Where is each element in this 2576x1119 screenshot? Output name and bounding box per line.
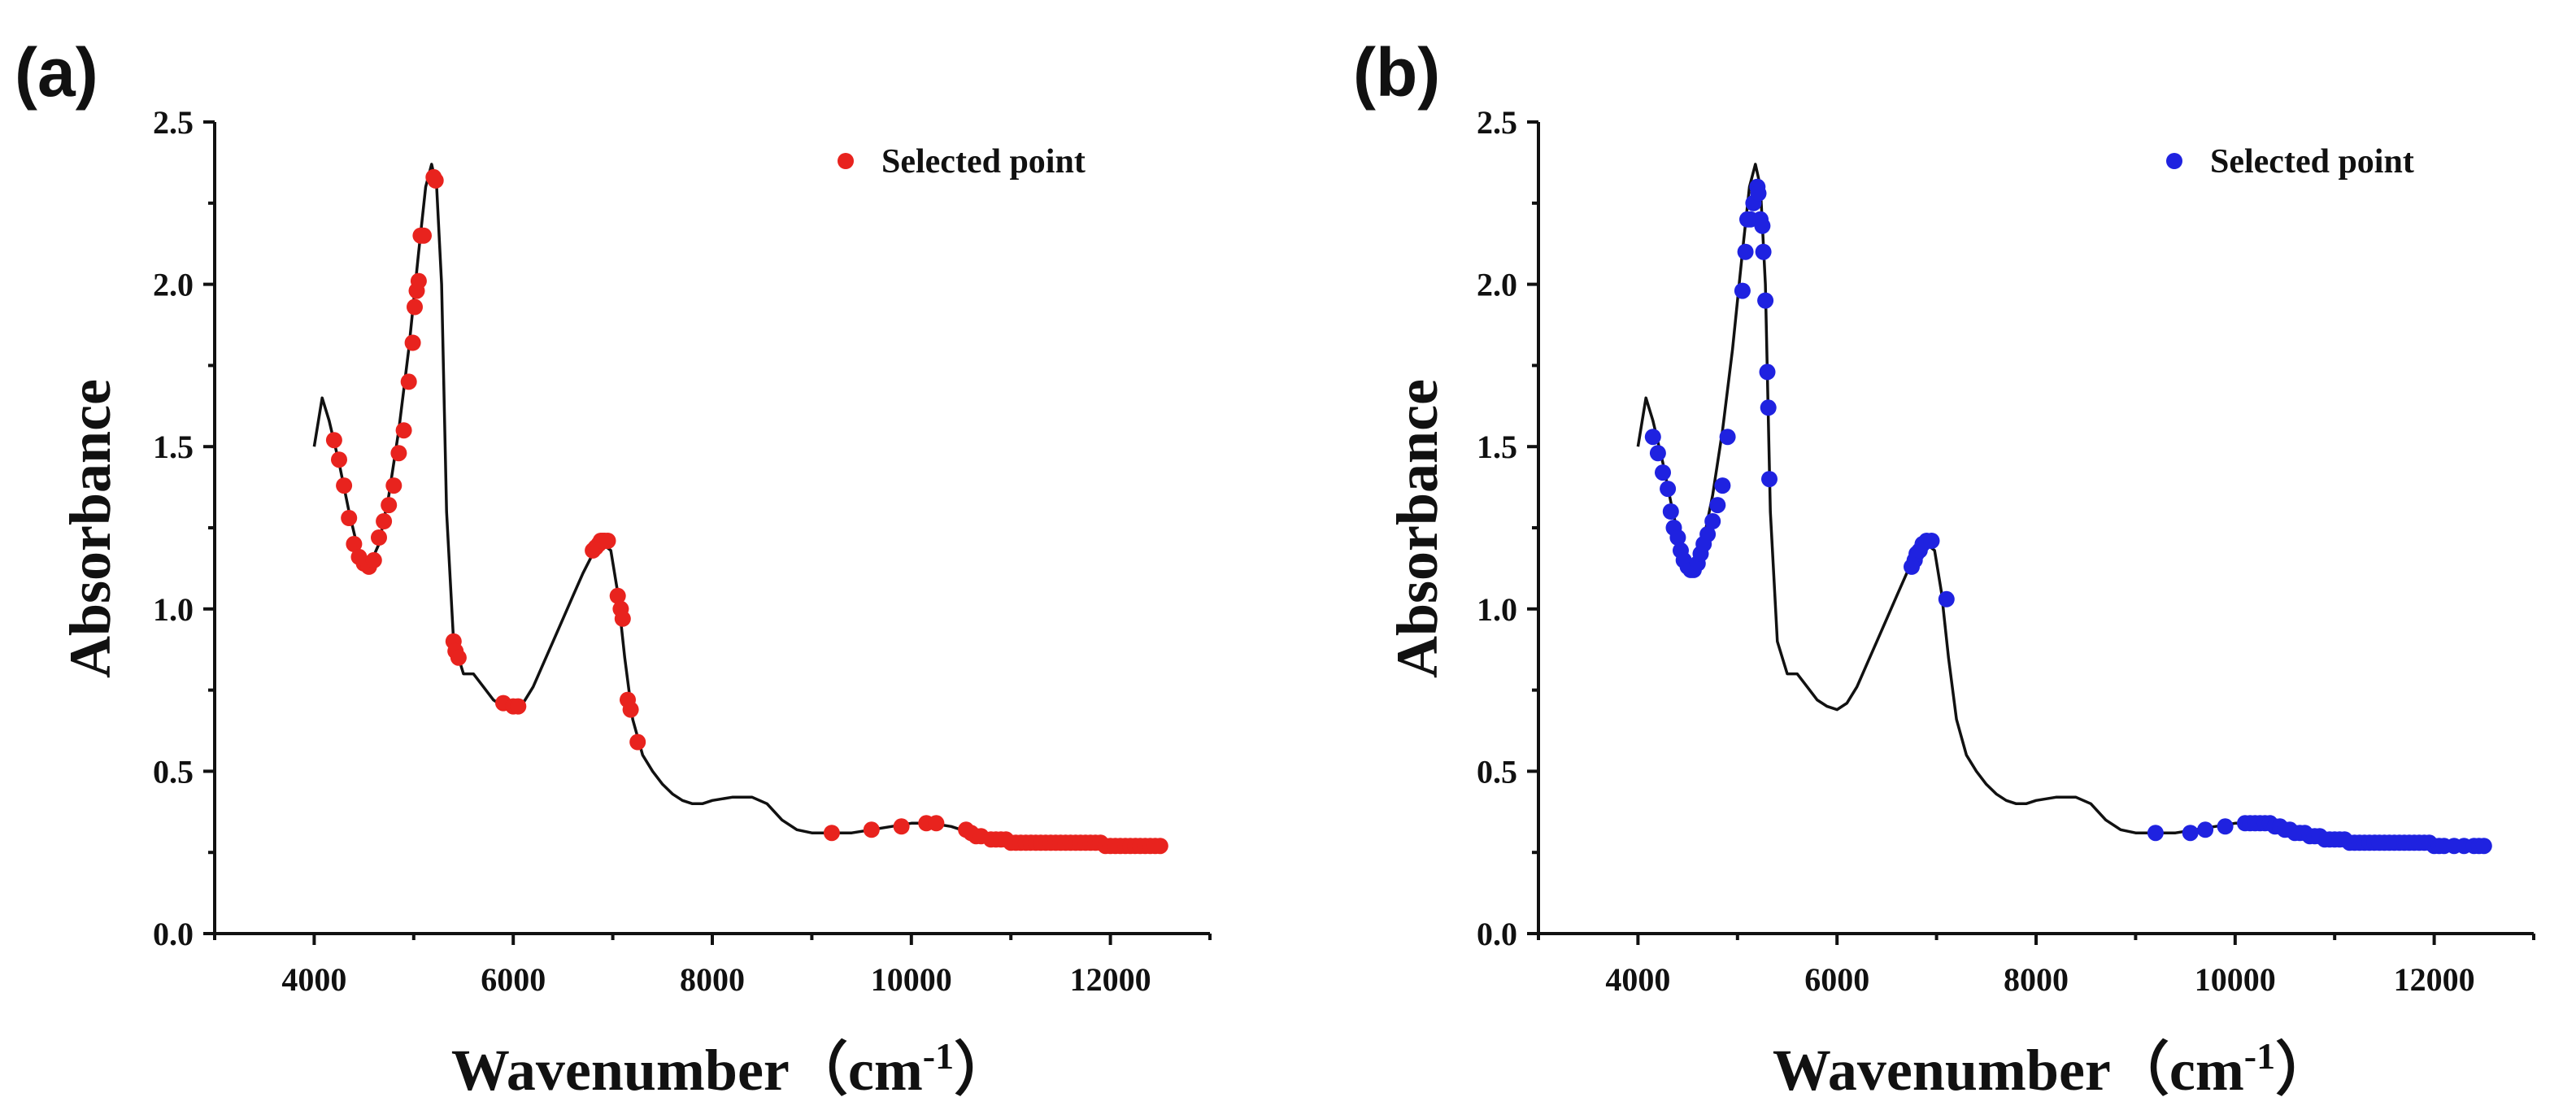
selected-point [1709,497,1726,514]
selected-point [385,477,402,494]
selected-point [599,533,616,549]
selected-point [863,821,880,838]
selected-point [510,698,527,715]
selected-point [331,451,347,468]
selected-point [1699,526,1717,542]
y-tick-label: 2.5 [1477,104,1517,141]
selected-point [629,734,646,751]
x-tick-label: 6000 [1804,961,1869,998]
selected-point [407,298,423,316]
selected-point [400,373,417,390]
y-tick-label: 0.0 [153,916,194,952]
x-axis-title: Wavenumber（cm-1） [1773,1035,2334,1103]
selected-point [1151,838,1168,855]
y-axis-title: Absorbance [58,379,123,678]
selected-point [1719,429,1736,446]
selected-point [404,334,421,351]
selected-point [609,587,626,604]
x-tick-label: 4000 [1605,961,1670,998]
x-tick-label: 6000 [481,961,546,998]
y-tick-label: 0.0 [1477,916,1517,952]
selected-point [2217,818,2234,835]
selected-point [1750,185,1767,202]
legend-label: Selected point [881,143,1086,181]
y-tick-label: 2.0 [153,267,194,303]
legend-label: Selected point [2210,143,2414,181]
selected-point [427,172,444,189]
selected-point [1757,292,1774,309]
selected-point [1644,429,1661,446]
x-tick-label: 8000 [680,961,745,998]
selected-point [1754,217,1771,234]
absorbance-curve [312,163,1160,847]
selected-point [395,422,412,439]
selected-point [381,497,398,514]
selected-point [1760,399,1777,416]
selected-point [2182,825,2199,842]
selected-point [1759,364,1776,381]
x-axis-title: Wavenumber（cm-1） [451,1035,1012,1103]
selected-point [614,610,631,627]
y-axis-title: Absorbance [1385,379,1450,678]
selected-point [823,825,840,842]
selected-point [325,432,342,449]
selected-point [1938,590,1955,607]
panel-label: (b) [1353,34,1440,111]
x-tick-label: 4000 [281,961,346,998]
y-tick-label: 1.0 [1477,591,1517,628]
selected-point [622,701,639,718]
selected-point [365,551,382,568]
selected-point [1761,471,1778,488]
y-tick-label: 2.5 [153,104,194,141]
panel-b: (b) 0.0 0.5 1.0 1.5 2.0 2.5 4000 6000 8000 10000 12… [1353,34,2535,1103]
selected-point [928,815,945,832]
selected-point [1660,481,1677,498]
selected-point [341,510,358,526]
panel-label: (a) [15,34,98,111]
selected-point [1714,477,1731,494]
selected-point [450,649,467,666]
selected-point [893,818,910,835]
y-tick-label: 0.5 [1477,753,1517,790]
selected-point [346,536,363,552]
x-tick-label: 10000 [2195,961,2276,998]
selected-point [376,513,393,529]
selected-point [2147,825,2164,842]
selected-point [410,272,427,290]
legend-marker [2166,153,2182,169]
panel-a: (a) 0.0 0.5 1.0 1.5 2.0 2.5 4000 6000 8000 10000 12… [15,34,1212,1103]
legend-marker [838,153,854,169]
selected-point [1737,243,1754,260]
x-tick-label: 12000 [1070,961,1151,998]
selected-point [371,529,387,546]
selected-point [336,477,353,494]
selected-point [1734,282,1751,299]
selected-point [2475,838,2492,855]
y-tick-label: 2.0 [1477,267,1517,303]
selected-point [1669,529,1686,546]
selected-point [1662,503,1679,520]
selected-point [416,227,432,244]
selected-point [1755,243,1772,260]
selected-point [1655,464,1671,481]
absorbance-curve [1636,163,2484,847]
selected-point [1649,445,1666,462]
x-tick-label: 8000 [2004,961,2069,998]
y-tick-label: 0.5 [153,753,194,790]
y-tick-label: 1.5 [1477,429,1517,465]
selected-point [390,445,407,462]
x-tick-label: 12000 [2394,961,2475,998]
y-tick-label: 1.5 [153,429,194,465]
x-tick-label: 10000 [871,961,952,998]
y-tick-label: 1.0 [153,591,194,628]
selected-point [1704,513,1721,529]
selected-point [1923,533,1940,549]
selected-point [2197,821,2214,838]
